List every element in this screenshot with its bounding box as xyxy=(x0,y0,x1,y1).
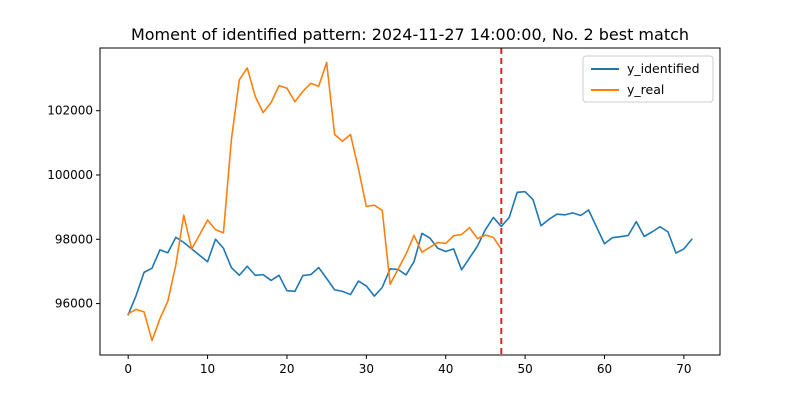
x-tick-label: 20 xyxy=(279,362,294,376)
legend-label-y-identified: y_identified xyxy=(627,61,700,76)
legend-label-y-real: y_real xyxy=(627,82,664,97)
x-axis: 0 10 20 30 40 50 60 70 xyxy=(124,355,692,376)
series-layer xyxy=(127,61,693,342)
series-line-y-identified xyxy=(127,190,693,316)
y-tick-label: 102000 xyxy=(47,104,93,118)
x-tick-label: 50 xyxy=(517,362,532,376)
y-tick-label: 98000 xyxy=(55,232,93,246)
x-tick-label: 70 xyxy=(676,362,691,376)
x-tick-label: 40 xyxy=(438,362,453,376)
plot-area-frame xyxy=(99,47,721,356)
y-axis: 96000 98000 100000 102000 xyxy=(47,104,100,311)
x-tick-label: 60 xyxy=(597,362,612,376)
series-line-y-real xyxy=(127,61,503,342)
legend: y_identified y_real xyxy=(582,55,714,103)
x-tick-label: 0 xyxy=(124,362,132,376)
x-tick-label: 10 xyxy=(200,362,215,376)
y-tick-label: 96000 xyxy=(55,297,93,311)
chart-title: Moment of identified pattern: 2024-11-27… xyxy=(131,25,689,44)
y-tick-label: 100000 xyxy=(47,168,93,182)
x-tick-label: 30 xyxy=(359,362,374,376)
